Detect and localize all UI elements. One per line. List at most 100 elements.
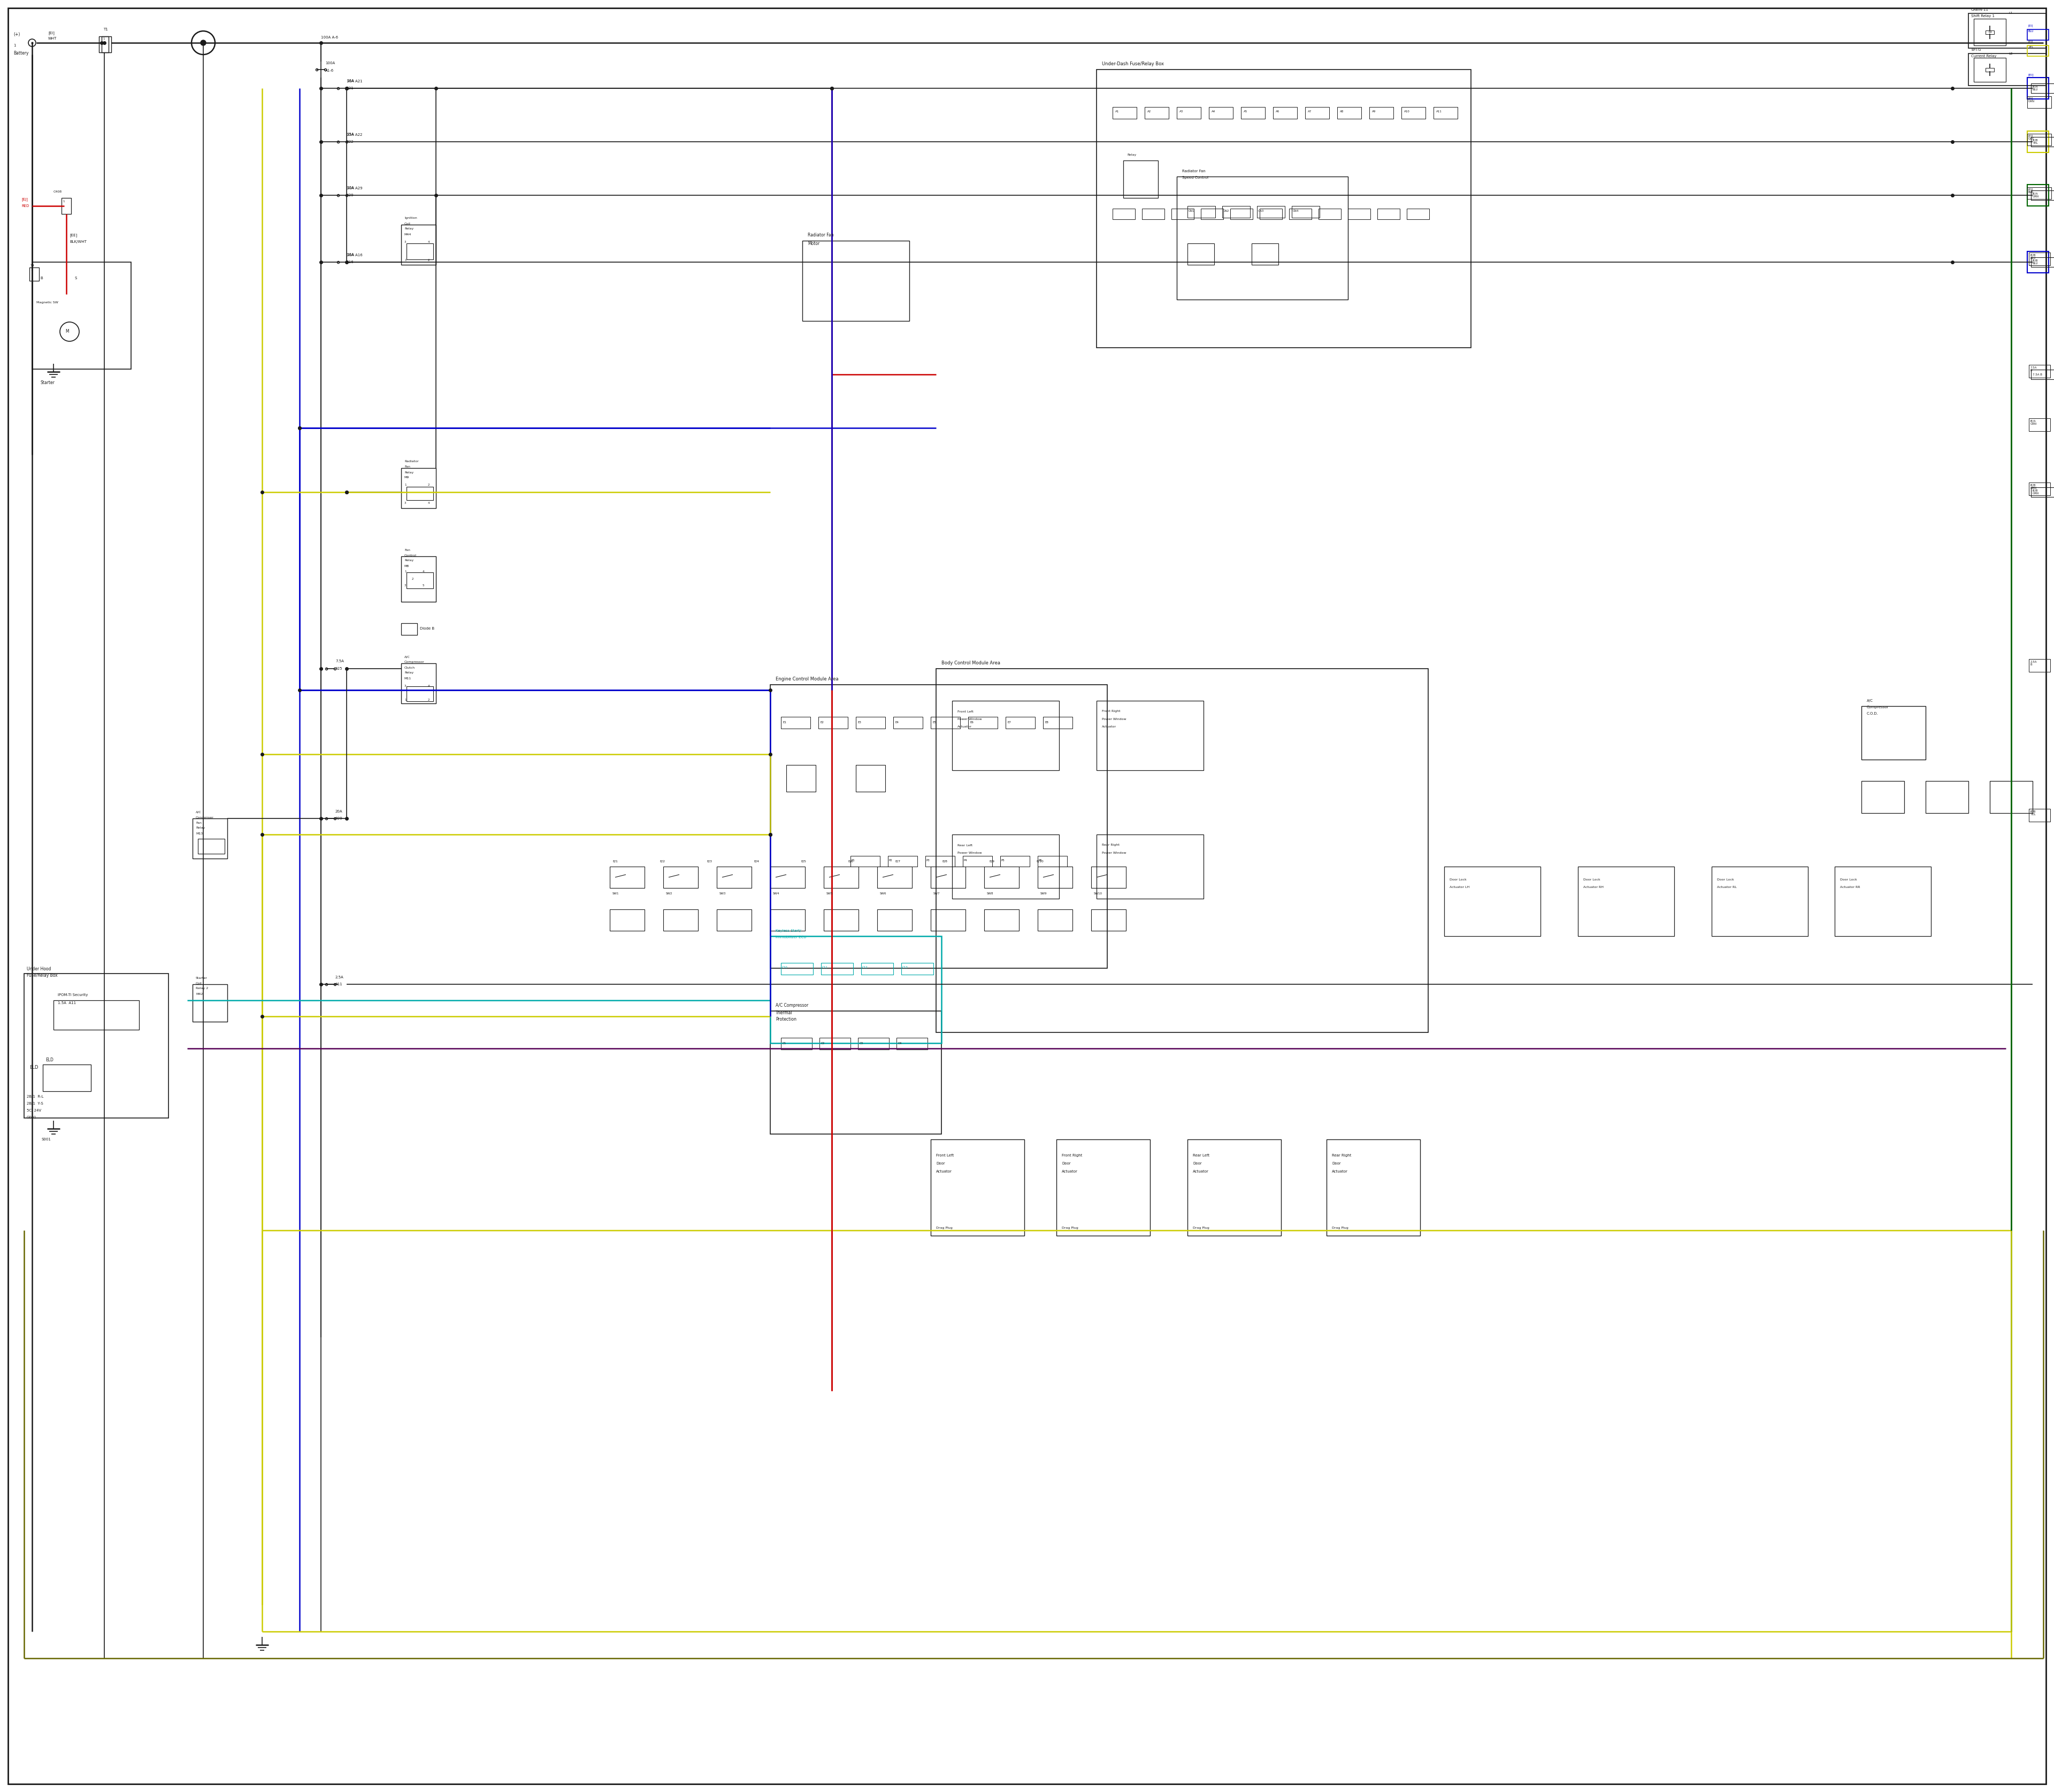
Text: E6: E6 bbox=[969, 720, 974, 724]
Bar bbox=[1091, 909, 1126, 930]
Bar bbox=[1043, 717, 1072, 729]
Bar bbox=[2029, 366, 2050, 378]
Bar bbox=[2031, 487, 2054, 496]
Text: C408: C408 bbox=[53, 190, 62, 194]
Text: SW9: SW9 bbox=[1041, 892, 1048, 894]
Bar bbox=[1861, 781, 1904, 814]
Bar bbox=[930, 867, 965, 889]
Text: L1: L1 bbox=[2009, 13, 2013, 14]
Text: Relay: Relay bbox=[405, 672, 413, 674]
Bar bbox=[2031, 369, 2054, 380]
Text: A6: A6 bbox=[1276, 109, 1280, 113]
Text: E/5: E/5 bbox=[801, 860, 805, 862]
Text: 16A A21: 16A A21 bbox=[347, 79, 362, 82]
Text: E/10: E/10 bbox=[1035, 860, 1043, 862]
Text: IE/A
GRN: IE/A GRN bbox=[2033, 192, 2040, 199]
Bar bbox=[401, 663, 435, 704]
Bar bbox=[2031, 190, 2054, 201]
Text: 1: 1 bbox=[14, 43, 16, 47]
Text: A25: A25 bbox=[335, 667, 343, 670]
Text: 2B/1  Y-S: 2B/1 Y-S bbox=[27, 1102, 43, 1106]
Bar bbox=[1378, 208, 1401, 219]
Text: C13: C13 bbox=[902, 966, 908, 969]
Text: 2.5A
B: 2.5A B bbox=[2031, 661, 2038, 667]
Text: Rear Right: Rear Right bbox=[1101, 844, 1119, 846]
Text: ELD: ELD bbox=[29, 1064, 39, 1070]
Text: 16A: 16A bbox=[347, 253, 353, 256]
Bar bbox=[401, 624, 417, 634]
Bar bbox=[2027, 29, 2048, 39]
Bar bbox=[1037, 867, 1072, 889]
Text: A29: A29 bbox=[347, 194, 353, 197]
Bar bbox=[770, 685, 1107, 968]
Bar bbox=[770, 1011, 941, 1134]
Bar bbox=[663, 867, 698, 889]
Text: 1.5A  A11: 1.5A A11 bbox=[58, 1002, 76, 1005]
Text: A1-6: A1-6 bbox=[325, 70, 335, 72]
Bar bbox=[43, 1064, 90, 1091]
Text: Motor: Motor bbox=[807, 240, 820, 246]
Text: B: B bbox=[41, 276, 43, 280]
Text: Rear Left: Rear Left bbox=[1193, 1154, 1210, 1158]
Text: Shift Relay 1: Shift Relay 1 bbox=[1972, 14, 1994, 18]
Text: 10A: 10A bbox=[347, 186, 353, 190]
Text: [EI]
GRY: [EI] GRY bbox=[2027, 134, 2033, 140]
Bar bbox=[1230, 208, 1253, 219]
Text: E5: E5 bbox=[933, 720, 937, 724]
Text: Starter: Starter bbox=[195, 977, 207, 978]
Bar bbox=[2029, 418, 2050, 432]
Text: Relay: Relay bbox=[405, 228, 413, 231]
Bar bbox=[896, 1038, 928, 1050]
Bar bbox=[1177, 177, 1347, 299]
Bar bbox=[1251, 244, 1278, 265]
Text: Protection: Protection bbox=[776, 1018, 797, 1021]
Bar bbox=[1711, 867, 1808, 935]
Text: A/C: A/C bbox=[195, 810, 201, 814]
Text: E/6: E/6 bbox=[848, 860, 852, 862]
Text: BLK/WHT: BLK/WHT bbox=[70, 240, 86, 244]
Text: Door: Door bbox=[1062, 1161, 1070, 1165]
Text: A16: A16 bbox=[347, 260, 353, 263]
Text: Drag Plug: Drag Plug bbox=[1193, 1226, 1210, 1229]
Bar bbox=[887, 857, 918, 867]
Text: Actuator: Actuator bbox=[957, 726, 972, 728]
Text: S001: S001 bbox=[41, 1138, 51, 1142]
Text: Actuator: Actuator bbox=[937, 1170, 953, 1174]
Text: 15A: 15A bbox=[347, 133, 353, 136]
Text: Relay: Relay bbox=[405, 471, 413, 473]
Text: A10: A10 bbox=[1405, 109, 1409, 113]
Bar bbox=[2027, 134, 2052, 145]
Text: SW7: SW7 bbox=[933, 892, 941, 894]
Bar bbox=[2027, 185, 2048, 206]
Bar bbox=[937, 668, 1428, 1032]
Text: Fuse/Relay Box: Fuse/Relay Box bbox=[27, 973, 58, 978]
Text: 15A A22: 15A A22 bbox=[347, 133, 362, 136]
Text: CABIN-11: CABIN-11 bbox=[1972, 7, 1988, 11]
Circle shape bbox=[201, 39, 205, 45]
Text: [EI]: [EI] bbox=[2027, 41, 2033, 43]
Bar bbox=[1347, 208, 1370, 219]
Text: Thermal: Thermal bbox=[776, 1011, 793, 1014]
Bar bbox=[1434, 108, 1458, 118]
Text: M13: M13 bbox=[195, 831, 203, 835]
Text: CN2: CN2 bbox=[1224, 210, 1230, 211]
Text: 100A: 100A bbox=[325, 61, 335, 65]
Text: Front Left: Front Left bbox=[937, 1154, 953, 1158]
Bar bbox=[1292, 206, 1319, 217]
Text: M: M bbox=[66, 330, 68, 333]
Bar bbox=[1006, 717, 1035, 729]
Bar bbox=[781, 1038, 811, 1050]
Bar bbox=[717, 867, 752, 889]
Bar bbox=[822, 962, 852, 975]
Text: C2: C2 bbox=[822, 1041, 826, 1045]
Bar bbox=[967, 717, 998, 729]
Bar bbox=[610, 909, 645, 930]
Text: A9: A9 bbox=[1372, 109, 1376, 113]
Bar bbox=[1319, 208, 1341, 219]
Bar bbox=[803, 240, 910, 321]
Text: Actuator RH: Actuator RH bbox=[1584, 885, 1604, 889]
Text: SW2: SW2 bbox=[665, 892, 672, 894]
Bar bbox=[781, 962, 813, 975]
Text: Actuator: Actuator bbox=[1062, 1170, 1078, 1174]
Bar bbox=[926, 857, 955, 867]
